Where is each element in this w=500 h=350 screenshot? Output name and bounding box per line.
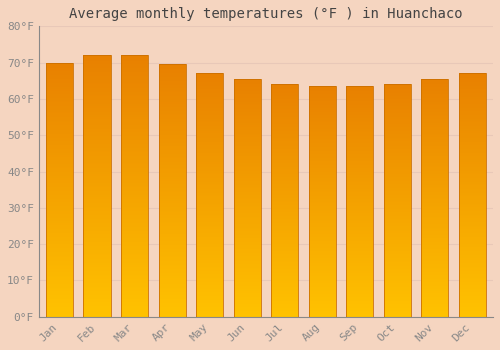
Bar	[121, 55, 148, 317]
Bar	[308, 86, 336, 317]
Bar	[346, 86, 374, 317]
Bar	[46, 63, 73, 317]
Bar	[84, 55, 110, 317]
Bar	[422, 79, 448, 317]
Bar	[271, 84, 298, 317]
Bar	[384, 84, 411, 317]
Bar	[459, 74, 486, 317]
Bar	[234, 79, 260, 317]
Bar	[196, 74, 223, 317]
Bar	[158, 64, 186, 317]
Title: Average monthly temperatures (°F ) in Huanchaco: Average monthly temperatures (°F ) in Hu…	[69, 7, 462, 21]
